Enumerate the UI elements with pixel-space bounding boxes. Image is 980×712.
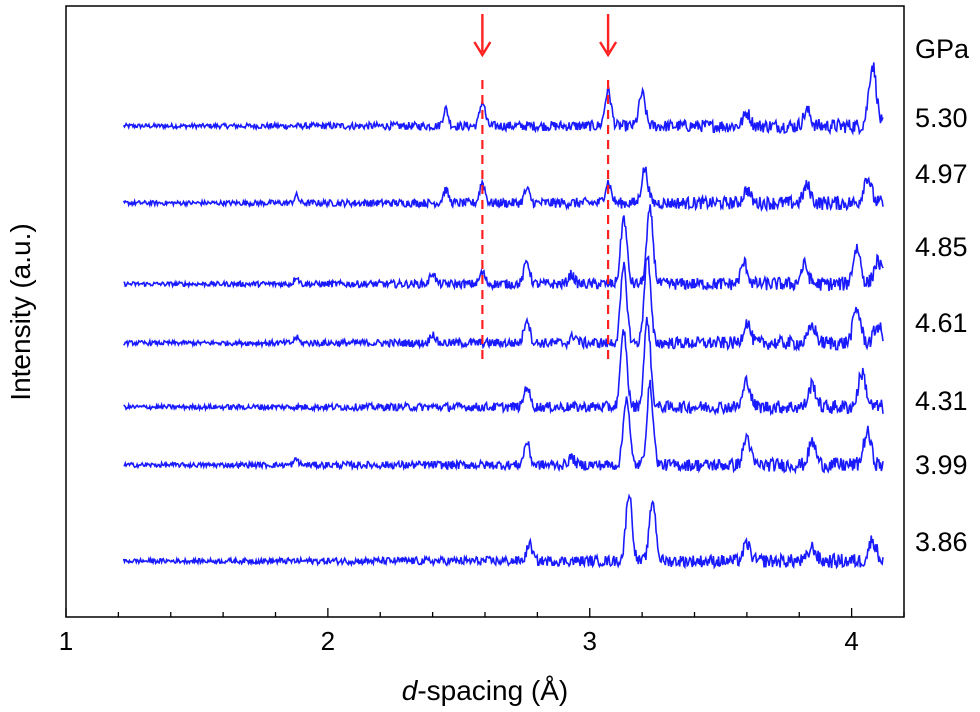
- x-tick-label: 1: [59, 626, 73, 656]
- series-label-3.99: 3.99: [915, 450, 968, 480]
- series-line-4.97: [122, 166, 884, 213]
- series-label-3.86: 3.86: [915, 527, 968, 557]
- series-line-3.99: [123, 379, 884, 475]
- series-line-5.30: [122, 62, 884, 136]
- x-axis-label-rest: -spacing (Å): [417, 675, 568, 706]
- x-tick-label: 2: [321, 626, 335, 656]
- pressure-labels: 5.30 4.97 4.85 4.61 4.31 3.99 3.86: [915, 103, 968, 557]
- series-label-4.61: 4.61: [915, 308, 968, 338]
- marker-arrow-1: [473, 14, 492, 58]
- marker-arrow-2: [599, 14, 618, 58]
- series-label-4.85: 4.85: [915, 232, 968, 262]
- x-axis-label: d-spacing (Å): [402, 675, 569, 706]
- series-line-4.31: [123, 316, 884, 417]
- unit-label: GPa: [915, 34, 970, 64]
- marker-group: [473, 14, 618, 362]
- y-axis-label: Intensity (a.u.): [5, 223, 36, 400]
- series-label-4.97: 4.97: [915, 159, 968, 189]
- x-axis-ticks: 1 2 3 4: [59, 608, 905, 656]
- series-line-4.85: [123, 204, 884, 292]
- plot-frame: [65, 5, 905, 618]
- series-line-4.61: [122, 255, 884, 352]
- x-axis-label-italic: d: [402, 675, 419, 706]
- series-label-5.30: 5.30: [915, 103, 968, 133]
- series-group: [122, 62, 884, 570]
- series-label-4.31: 4.31: [915, 386, 968, 416]
- x-tick-label: 3: [583, 626, 597, 656]
- series-line-3.86: [122, 493, 884, 570]
- x-tick-label: 4: [844, 626, 858, 656]
